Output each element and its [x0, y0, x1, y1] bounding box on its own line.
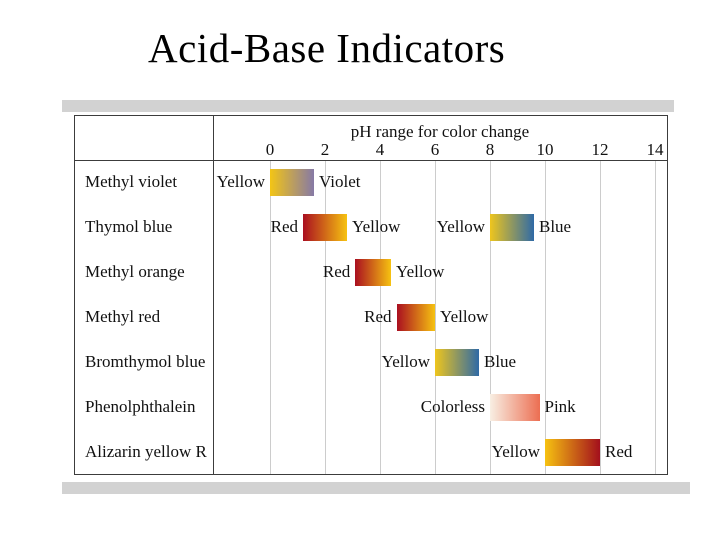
bar-right-label: Blue — [484, 352, 517, 371]
ph-range-bar — [490, 394, 540, 421]
x-tick-label: 4 — [375, 140, 385, 159]
gridline — [325, 161, 326, 474]
indicator-row: Thymol blue Red Yellow Yellow Blue — [75, 206, 667, 251]
gridline — [600, 161, 601, 474]
bar-right-label: Yellow — [396, 262, 445, 281]
indicator-name: Methyl orange — [85, 262, 185, 281]
ph-range-bar — [355, 259, 391, 286]
ph-range-bar — [270, 169, 314, 196]
bar-left-label: Red — [270, 217, 298, 236]
indicator-name: Methyl red — [85, 307, 161, 326]
indicator-row: Methyl orange Red Yellow — [75, 251, 667, 296]
gridline — [490, 161, 491, 474]
ph-range-bar — [435, 349, 479, 376]
x-tick-label: 14 — [646, 140, 664, 159]
bar-left-label: Yellow — [381, 352, 430, 371]
slide-title: Acid-Base Indicators — [148, 25, 506, 71]
bar-right-label: Violet — [319, 172, 361, 191]
x-tick-label: 0 — [265, 140, 275, 159]
bar-right-label: Yellow — [440, 307, 489, 326]
indicator-row: Phenolphthalein Colorless Pink — [75, 386, 667, 431]
gridline — [545, 161, 546, 474]
bar-left-label: Red — [322, 262, 351, 281]
ph-range-bar — [490, 214, 534, 241]
table-header: pH range for color change 0 2 4 6 8 10 12 14 — [75, 116, 667, 161]
gridline — [270, 161, 271, 474]
bar-right-label: Red — [605, 442, 633, 461]
bar-right-label: Blue — [539, 217, 572, 236]
x-tick-label: 6 — [430, 140, 440, 159]
indicator-row: Methyl violet Yellow Violet — [75, 161, 667, 206]
indicator-name: Bromthymol blue — [85, 352, 206, 371]
x-tick-label: 2 — [320, 140, 330, 159]
bar-left-label: Yellow — [216, 172, 265, 191]
x-tick-label: 8 — [485, 140, 495, 159]
indicator-row: Alizarin yellow R Yellow Red — [75, 431, 667, 476]
indicator-name: Methyl violet — [85, 172, 178, 191]
indicator-table: pH range for color change 0 2 4 6 8 10 12 14 Me… — [74, 115, 668, 475]
ph-range-bar — [545, 439, 600, 466]
bar-left-label: Yellow — [491, 442, 540, 461]
bar-left-label: Colorless — [420, 397, 485, 416]
indicator-name: Phenolphthalein — [85, 397, 196, 416]
ph-range-bar — [396, 304, 435, 331]
chart-title: pH range for color change — [350, 122, 530, 141]
scan-band-bottom — [62, 482, 690, 494]
gridline — [380, 161, 381, 474]
indicator-row: Methyl red Red Yellow — [75, 296, 667, 341]
bar-left-label: Red — [364, 307, 392, 326]
indicator-name: Thymol blue — [85, 217, 173, 236]
gridline — [655, 161, 656, 474]
x-tick-label: 12 — [591, 140, 609, 159]
gridline — [435, 161, 436, 474]
bar-right-label: Pink — [544, 397, 576, 416]
bar-right-label: Yellow — [352, 217, 401, 236]
column-divider — [213, 116, 214, 474]
bar-left-label: Yellow — [436, 217, 485, 236]
ph-range-bar — [303, 214, 347, 241]
x-tick-label: 10 — [536, 140, 554, 159]
indicator-name: Alizarin yellow R — [85, 442, 207, 461]
indicator-row: Bromthymol blue Yellow Blue — [75, 341, 667, 386]
scan-band-top — [62, 100, 674, 112]
